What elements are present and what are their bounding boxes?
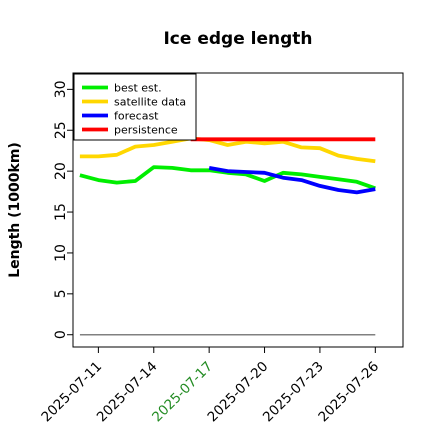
legend-entry: satellite data [114,96,186,109]
y-tick-label: 5 [53,289,69,298]
legend-entry: best est. [114,82,162,95]
y-tick-label: 15 [53,203,69,221]
chart-title: Ice edge length [163,29,312,49]
y-axis-label: Length (1000km) [7,142,23,278]
y-tick-label: 25 [53,121,69,139]
series-line-satellite-data [79,136,376,164]
y-tick-label: 10 [53,244,69,262]
y-tick-label: 0 [53,330,69,339]
legend-entry: forecast [114,110,159,123]
series-line-forecast [208,166,376,195]
plot-area [79,136,376,336]
plot-frame [72,72,404,348]
y-tick-label: 30 [53,80,69,98]
y-tick-label: 20 [53,162,69,180]
legend: best est.satellite dataforecastpersisten… [73,73,197,141]
legend-entry: persistence [114,124,178,137]
